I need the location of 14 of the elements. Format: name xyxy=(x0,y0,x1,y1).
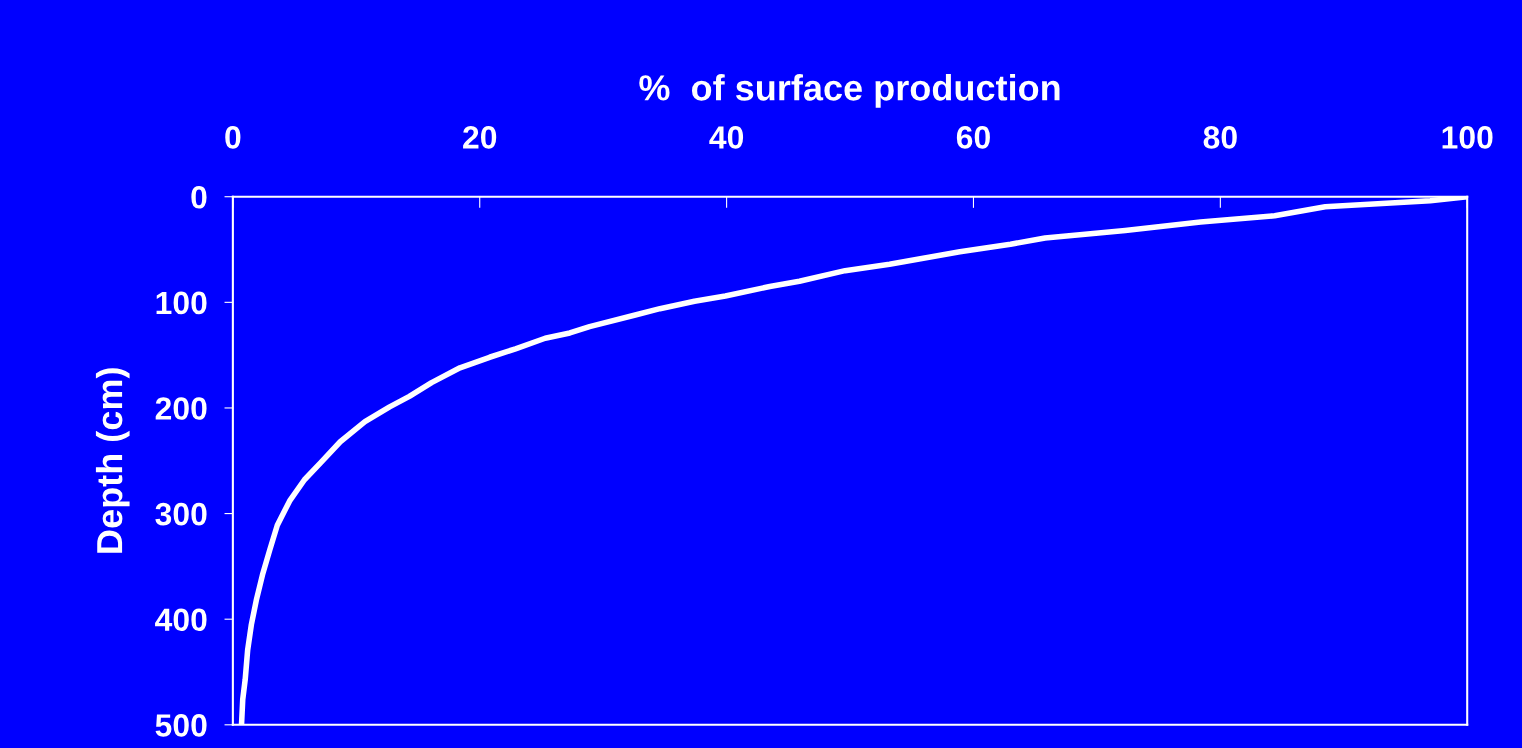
y-tick-label: 300 xyxy=(155,502,207,526)
x-tick-label: 0 xyxy=(225,126,241,149)
x-tick-label: 80 xyxy=(1203,126,1237,149)
y-tick-label: 100 xyxy=(156,291,207,315)
x-axis-title: % of surface production xyxy=(639,74,1060,108)
y-tick-label: 200 xyxy=(155,397,207,420)
x-tick-label: 20 xyxy=(463,126,497,149)
y-tick-label: 400 xyxy=(155,608,207,632)
x-tick-label: 100 xyxy=(1442,126,1493,149)
y-tick-label: 0 xyxy=(191,185,207,209)
x-tick-label: 40 xyxy=(709,126,744,149)
y-axis-title: Depth (cm) xyxy=(95,368,130,553)
y-tick-label: 500 xyxy=(155,714,207,737)
x-tick-label: 60 xyxy=(956,126,990,149)
